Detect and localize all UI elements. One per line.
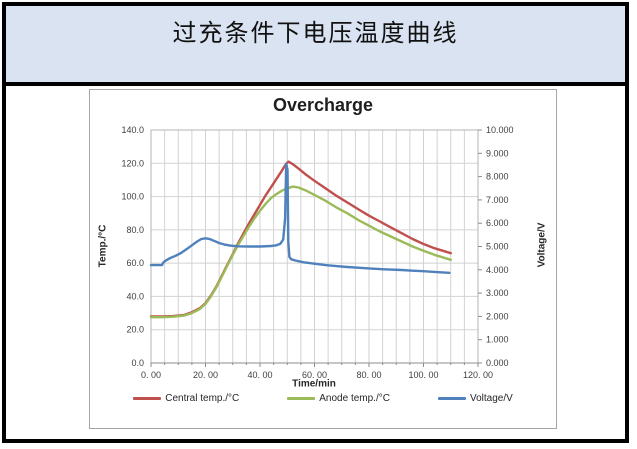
legend-label: Voltage/V (469, 393, 513, 404)
legend-item: Central temp./°C (133, 393, 239, 404)
y-right-tick-label: 4.000 (486, 265, 509, 275)
legend-swatch (287, 397, 316, 400)
y-left-tick-label: 100.0 (121, 192, 144, 202)
y-right-tick-label: 2.000 (486, 311, 509, 321)
y-left-tick-label: 80.0 (126, 225, 144, 235)
chart-container: 0. 00 20. 00 40. 00 60. 00 80. 00 100. 00 120.… (89, 89, 557, 429)
chart-title: Overcharge (272, 95, 374, 115)
legend-item: Anode temp./°C (287, 393, 390, 404)
legend-swatch (133, 397, 162, 400)
legend-swatch (437, 397, 466, 400)
series-line (149, 185, 452, 319)
y-right-tick-label: 7.000 (486, 195, 509, 205)
y-right-tick-label: 3.000 (486, 288, 509, 298)
x-tick-label: 40. 00 (247, 370, 272, 380)
y-right-tick-label: 10.000 (486, 125, 514, 135)
x-tick-label: 60. 00 (302, 370, 327, 380)
y-right-tick-label: 9.000 (486, 148, 509, 158)
document-body: 0. 00 20. 00 40. 00 60. 00 80. 00 100. 00 120.… (6, 86, 625, 431)
y-left-tick-label: 60.0 (126, 258, 144, 268)
legend-label: Anode temp./°C (319, 393, 390, 404)
y-right-tick-label: 6.000 (486, 218, 509, 228)
x-tick-label: 100. 00 (408, 370, 438, 380)
y-left-tick-label: 140.0 (121, 125, 144, 135)
legend-item: Voltage/V (437, 393, 513, 404)
chart-legend: Central temp./°C Anode temp./°C Voltage/V (90, 393, 556, 404)
document-header: 过充条件下电压温度曲线 (6, 6, 625, 86)
x-tick-label: 20. 00 (193, 370, 218, 380)
document-frame: 过充条件下电压温度曲线 0. 00 20. 00 40. 00 60. 00 80. 0… (2, 2, 629, 443)
series-line (149, 162, 451, 275)
document-title: 过充条件下电压温度曲线 (172, 19, 459, 47)
legend-label: Central temp./°C (165, 393, 240, 404)
chart-plot: 0. 00 20. 00 40. 00 60. 00 80. 00 100. 00 120.… (121, 125, 514, 380)
y-left-tick-label: 20.0 (126, 325, 144, 335)
y-left-tick-label: 40.0 (126, 291, 144, 301)
y-right-tick-label: 1.000 (486, 335, 509, 345)
x-tick-label: 80. 00 (356, 370, 381, 380)
y-right-tick-label: 8.000 (486, 172, 509, 182)
x-axis-title: Time/min (292, 378, 336, 390)
y-axis-left-title: Temp./°C (97, 224, 109, 268)
y-left-tick-label: 0.0 (131, 358, 144, 368)
y-left-tick-label: 120.0 (121, 158, 144, 168)
x-tick-label: 0. 00 (141, 370, 161, 380)
y-axis-right-title: Voltage/V (536, 222, 548, 268)
x-tick-label: 120. 00 (463, 370, 493, 380)
y-right-tick-label: 0.000 (486, 358, 509, 368)
y-right-tick-label: 5.000 (486, 242, 509, 252)
